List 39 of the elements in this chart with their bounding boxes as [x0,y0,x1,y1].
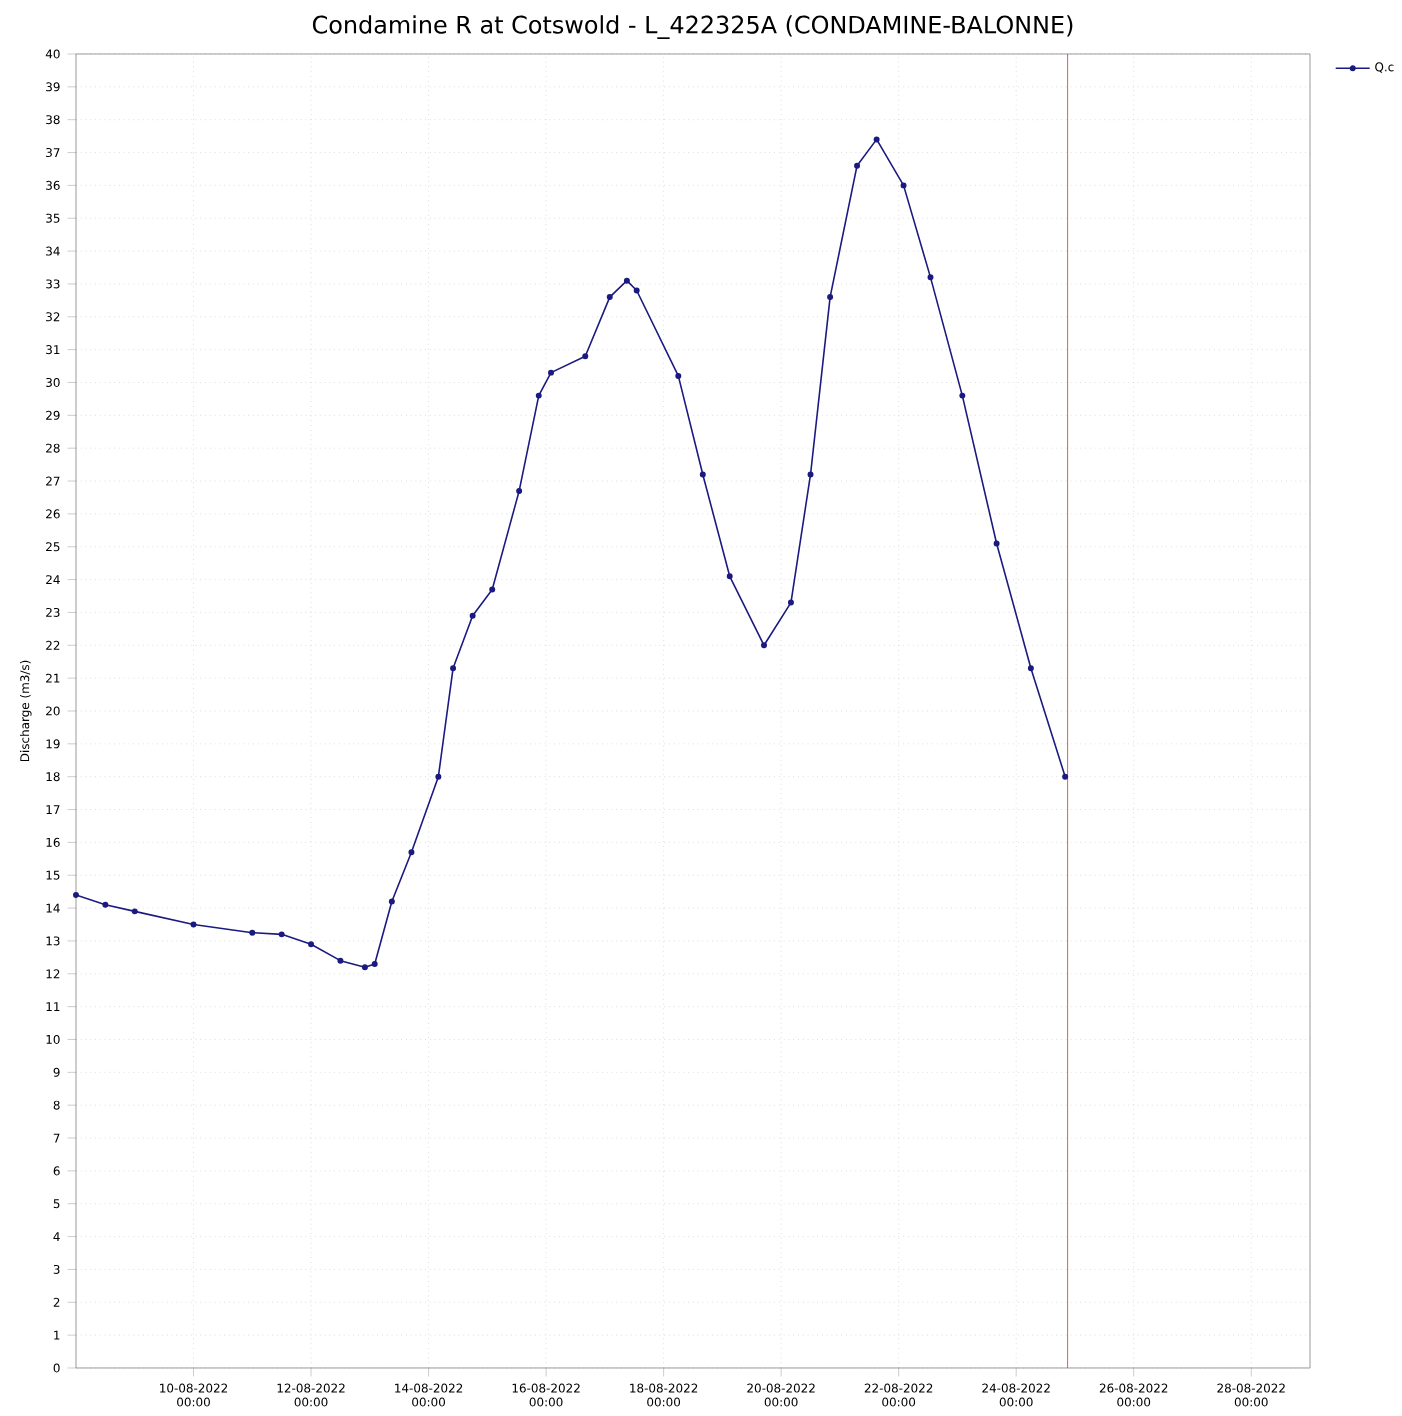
point [699,471,706,478]
point [516,487,523,494]
point [469,612,476,619]
point [371,960,378,967]
point [993,540,1000,547]
point [959,392,966,399]
point [337,957,344,964]
point [675,372,682,379]
point [489,586,496,593]
point [450,665,457,672]
point [582,353,589,360]
chart-title: Condamine R at Cotswold - L_422325A (CONDAMINE-BALONNE) [312,15,1073,39]
point [73,891,79,898]
point [726,573,733,580]
point [102,901,109,908]
point [388,898,395,905]
point [249,929,256,936]
point [900,182,907,189]
point [131,908,138,915]
point [1027,665,1034,672]
point [535,392,542,399]
point [435,773,442,780]
point [827,294,834,301]
point [927,274,934,281]
point [278,931,285,938]
point [190,921,197,928]
point [1062,773,1069,780]
point [807,471,814,478]
point [308,941,315,948]
point [606,294,613,301]
point [548,369,554,376]
point [633,287,640,294]
point [623,277,630,284]
point [873,136,880,143]
point [408,849,415,856]
point [854,162,861,169]
point [361,964,368,971]
point [787,599,794,606]
point [761,642,767,649]
